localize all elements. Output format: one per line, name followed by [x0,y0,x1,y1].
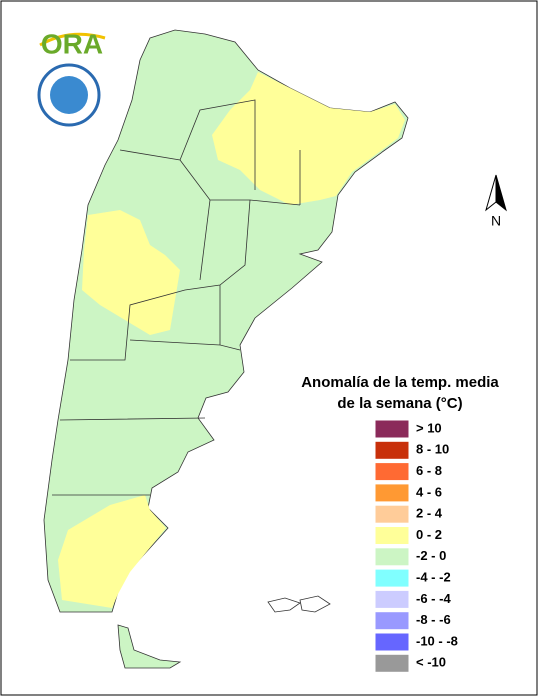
legend-label: -4 - -2 [416,570,451,585]
zone-ne [212,72,405,205]
legend-title: Anomalía de la temp. media [301,374,499,391]
logo-text: ORA [41,28,103,59]
legend-swatch [374,589,410,609]
zone-cuyo [82,210,180,335]
legend-label: -10 - -8 [416,633,458,648]
legend-label: 2 - 4 [416,506,443,521]
tierra-del-fuego [117,624,182,669]
north-arrow: N [485,174,507,229]
province-line [52,99,301,496]
legend-swatch [374,632,410,652]
legend-label: -8 - -6 [416,612,451,627]
legend-label: 8 - 10 [416,442,449,457]
legend-swatch [374,653,410,673]
legend-swatch [374,611,410,631]
map [43,29,409,669]
legend-label: 6 - 8 [416,463,442,478]
islands [267,595,331,613]
emblem-core [50,76,88,114]
zone-patagonia [58,495,166,608]
legend-swatch [374,440,410,460]
legend-title: de la semana (°C) [337,395,462,412]
legend-label: 4 - 6 [416,484,442,499]
legend-swatch [374,547,410,567]
legend-label: 0 - 2 [416,527,442,542]
legend-swatch [374,526,410,545]
north-label: N [491,213,501,229]
logo: ORA [37,28,106,127]
legend-swatch [374,462,410,482]
legend: Anomalía de la temp. media de la semana (… [301,374,499,673]
legend-label: < -10 [416,655,446,670]
legend-label: -6 - -4 [416,591,451,606]
legend-swatch [374,568,410,588]
legend-swatch [374,483,410,503]
legend-swatch [374,504,410,524]
legend-swatch [374,419,410,439]
legend-label: -2 - 0 [416,548,446,563]
legend-label: > 10 [416,420,442,435]
